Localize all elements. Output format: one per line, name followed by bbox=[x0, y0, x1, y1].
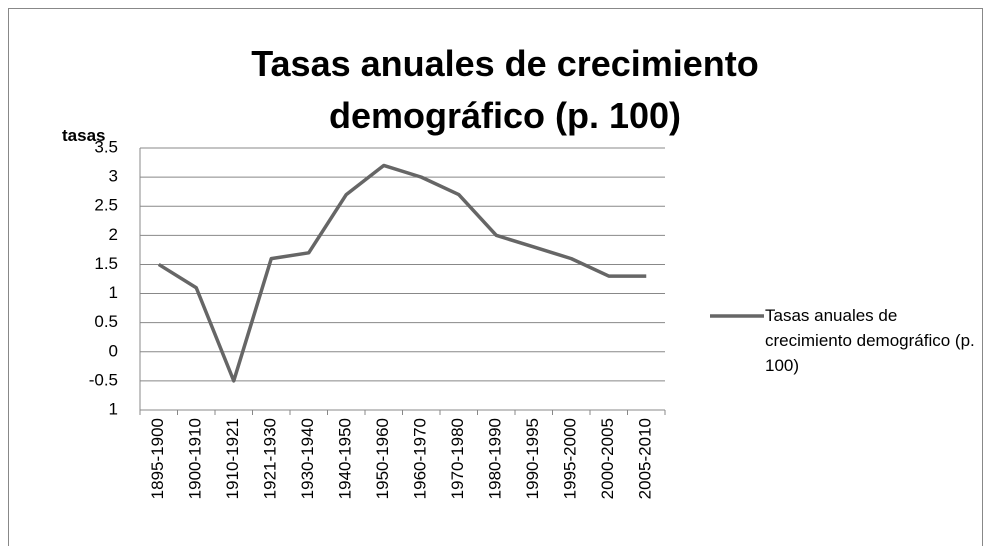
legend-label: Tasas anuales de crecimiento demográfico… bbox=[765, 306, 975, 375]
y-axis-label: tasas bbox=[62, 126, 106, 145]
y-tick-label: 1 bbox=[109, 399, 118, 418]
y-tick-label: 3.5 bbox=[94, 137, 118, 156]
y-tick-label: -0.5 bbox=[89, 370, 118, 389]
x-tick-label: 1970-1980 bbox=[448, 418, 467, 499]
y-tick-label: 3 bbox=[109, 167, 118, 186]
x-tick-label: 2000-2005 bbox=[598, 418, 617, 499]
x-tick-label: 1990-1995 bbox=[523, 418, 542, 499]
x-tick-label: 1995-2000 bbox=[561, 418, 580, 499]
x-tick-label: 1900-1910 bbox=[186, 418, 205, 499]
x-tick-label: 1940-1950 bbox=[336, 418, 355, 499]
y-tick-label: 2 bbox=[109, 225, 118, 244]
y-tick-label: 0.5 bbox=[94, 312, 118, 331]
y-tick-label: 1.5 bbox=[94, 254, 118, 273]
x-tick-label: 2005-2010 bbox=[636, 418, 655, 499]
x-tick-label: 1921-1930 bbox=[261, 418, 280, 499]
x-tick-label: 1950-1960 bbox=[373, 418, 392, 499]
chart-frame bbox=[8, 8, 983, 546]
y-tick-label: 2.5 bbox=[94, 196, 118, 215]
x-tick-label: 1980-1990 bbox=[486, 418, 505, 499]
y-tick-label: 0 bbox=[109, 341, 118, 360]
chart-title: Tasas anuales de crecimiento demográfico… bbox=[251, 43, 759, 136]
y-tick-label: 1 bbox=[109, 283, 118, 302]
x-tick-label: 1895-1900 bbox=[148, 418, 167, 499]
x-tick-label: 1930-1940 bbox=[298, 418, 317, 499]
data-line bbox=[157, 163, 647, 383]
x-tick-label: 1960-1970 bbox=[411, 418, 430, 499]
x-tick-label: 1910-1921 bbox=[223, 418, 242, 499]
